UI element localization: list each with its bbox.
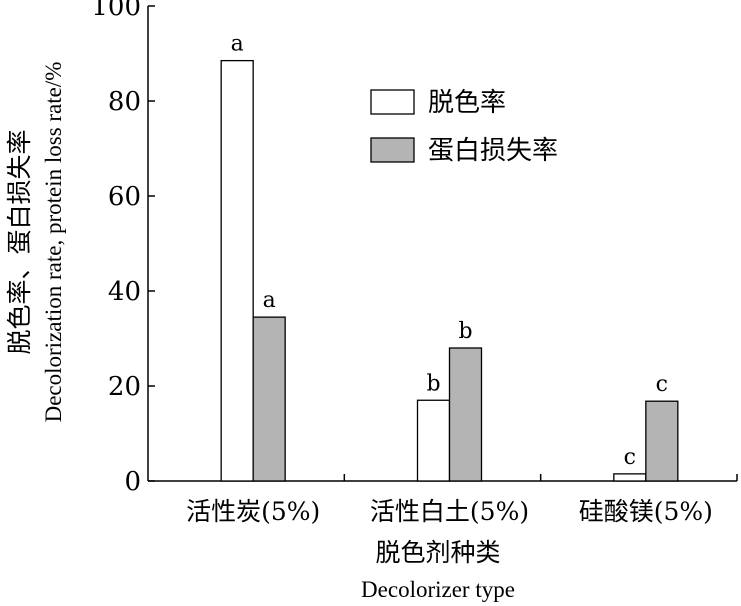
bar [645, 400, 679, 482]
y-tick-label: 80 [108, 87, 141, 117]
y-tick-label: 100 [91, 0, 141, 22]
bar [448, 347, 483, 482]
bar [416, 399, 451, 482]
significance-label: b [426, 371, 440, 396]
bar [220, 59, 254, 482]
significance-label: a [231, 32, 244, 57]
legend-swatch [370, 89, 415, 115]
significance-labels: a a b b c c [231, 32, 668, 470]
bar [613, 473, 647, 482]
legend-label: 脱色率 [428, 88, 506, 118]
x-axis-title-cn: 脱色剂种类 [375, 538, 500, 567]
y-tick-label: 40 [108, 277, 141, 307]
x-axis-title-en: Decolorizer type [361, 577, 515, 602]
significance-label: b [458, 319, 472, 344]
bars [220, 59, 679, 482]
legend-label: 蛋白损失率 [428, 136, 558, 166]
y-ticks: 0 20 40 60 80 100 [91, 0, 155, 497]
significance-label: c [656, 372, 668, 397]
y-axis-title-en: Decolorization rate, protein loss rate/% [41, 62, 66, 423]
significance-label: a [263, 288, 276, 313]
x-category-label: 活性炭(5%) [186, 497, 320, 526]
y-tick-label: 60 [108, 182, 141, 212]
bar [252, 316, 286, 482]
legend-swatch [370, 137, 415, 163]
y-tick-label: 20 [108, 372, 141, 402]
x-category-label: 活性白土(5%) [370, 497, 529, 526]
x-category-label: 硅酸镁(5%) [579, 497, 713, 526]
x-category-labels: 活性炭(5%) 活性白土(5%) 硅酸镁(5%) [186, 497, 713, 526]
y-tick-label: 0 [124, 467, 141, 497]
significance-label: c [624, 445, 636, 470]
y-axis-title-cn: 脱色率、蛋白损失率 [5, 129, 34, 354]
